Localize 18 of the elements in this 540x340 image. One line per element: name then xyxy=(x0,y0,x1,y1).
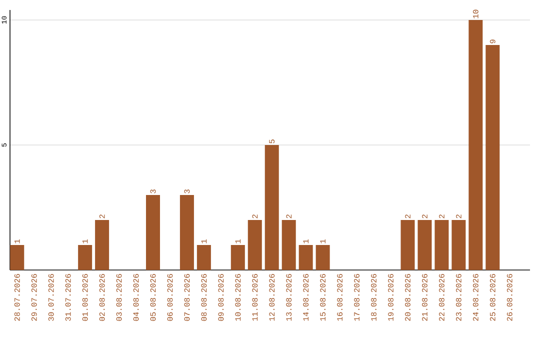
bar xyxy=(230,245,245,270)
bar xyxy=(264,145,279,270)
bar xyxy=(146,195,160,270)
bar xyxy=(78,245,92,270)
bar xyxy=(468,20,483,270)
bar xyxy=(10,245,24,270)
bar xyxy=(486,44,500,270)
bar xyxy=(316,245,330,270)
bar xyxy=(180,195,194,270)
bar xyxy=(248,220,262,270)
bar xyxy=(95,220,110,270)
bar xyxy=(298,245,313,270)
bar xyxy=(196,245,211,270)
bar xyxy=(282,220,296,270)
bar xyxy=(400,220,415,270)
bar xyxy=(418,220,432,270)
bar xyxy=(452,220,466,270)
bar xyxy=(434,220,449,270)
